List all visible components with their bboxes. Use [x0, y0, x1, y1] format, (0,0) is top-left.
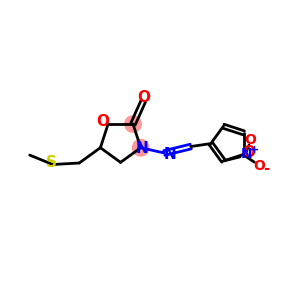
Text: O: O [244, 133, 256, 147]
Text: -: - [263, 160, 270, 175]
Text: O: O [243, 145, 256, 160]
Text: N: N [136, 141, 148, 156]
Circle shape [133, 140, 149, 156]
Circle shape [125, 116, 141, 132]
Text: N: N [163, 147, 176, 162]
Text: +: + [249, 145, 259, 155]
Text: O: O [137, 90, 150, 105]
Text: O: O [253, 159, 265, 173]
Text: O: O [96, 115, 109, 130]
Text: N: N [241, 148, 253, 161]
Text: S: S [46, 154, 57, 169]
